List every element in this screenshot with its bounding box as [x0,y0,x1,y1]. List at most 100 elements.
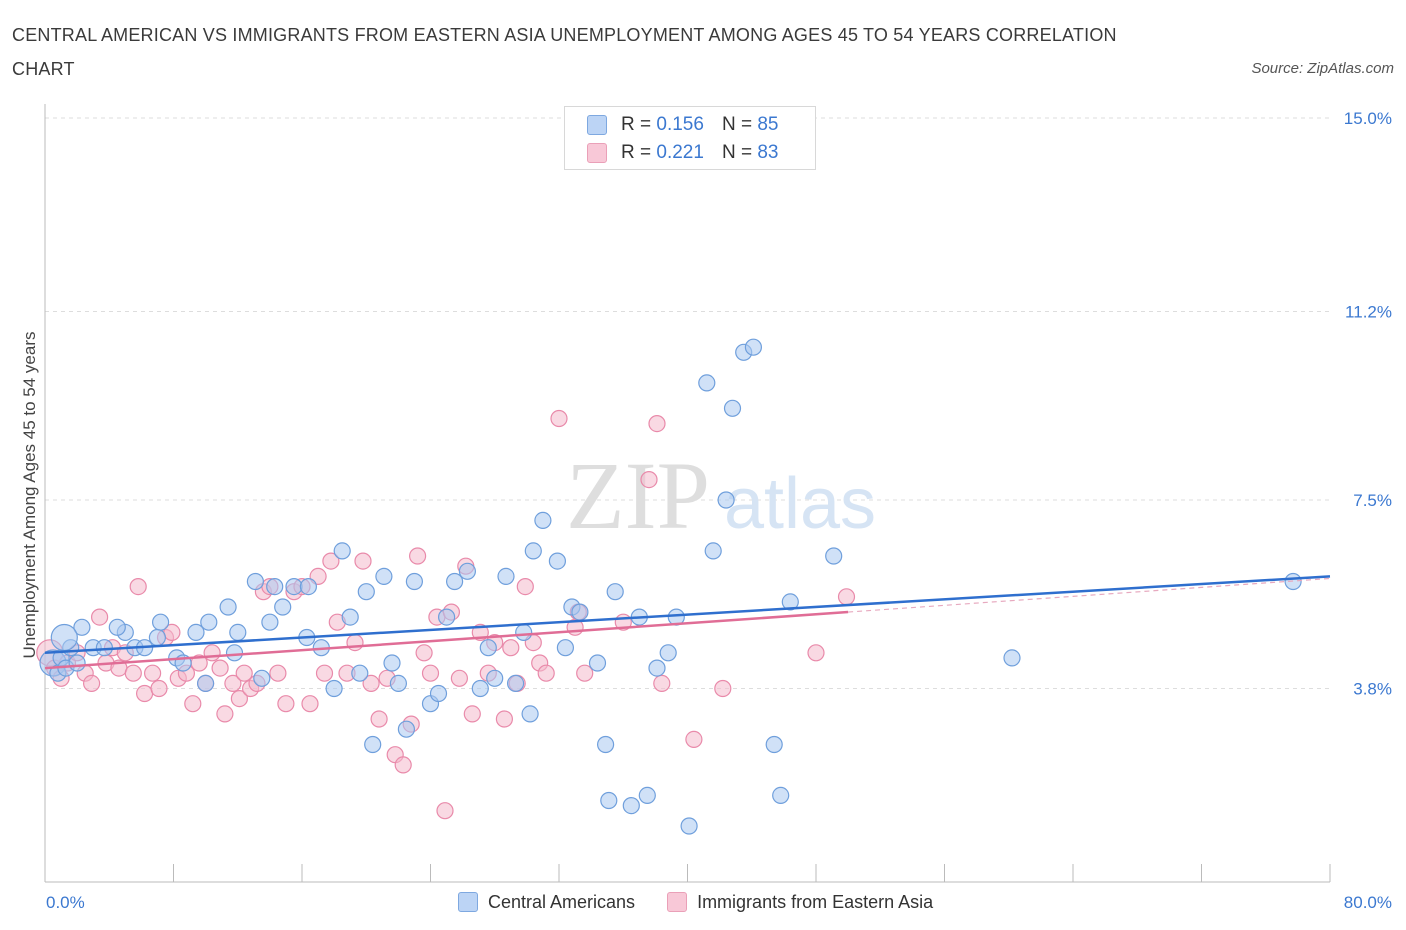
legend-swatch-pink [667,892,688,912]
data-point [825,547,843,565]
data-point [772,786,790,805]
data-point [486,669,504,687]
legend-r-value: 0.221 [656,142,704,163]
data-point [274,598,292,616]
data-point [224,674,242,693]
data-point [216,705,234,723]
legend-r-value: 0.156 [656,114,704,135]
data-point [219,598,237,616]
data-point [1003,649,1021,667]
data-point [638,786,656,805]
data-point [506,674,525,693]
source-label: Source: ZipAtlas.com [1251,60,1394,77]
trend-line-central-americans [44,575,1331,655]
data-point [622,796,640,815]
data-point [357,583,375,601]
data-point [698,374,716,392]
data-point [73,618,91,636]
data-point [136,684,154,703]
data-point [129,577,147,596]
data-point [370,710,388,728]
data-point [184,695,202,713]
watermark-zip: ZIP [566,442,710,549]
data-point [495,710,513,728]
axes [44,104,1331,883]
data-point [765,735,783,754]
data-point [200,613,218,631]
data-point [346,633,364,652]
data-point [571,603,589,621]
data-point [325,679,343,698]
data-point [225,644,244,662]
data-point [354,552,372,570]
data-point [497,567,515,586]
data-point [269,664,287,682]
data-point [606,583,624,601]
x-tick-label: 0.0% [46,893,85,912]
legend-n-label: N = [721,114,753,135]
data-point [463,705,481,723]
data-point [229,623,247,642]
data-point [685,730,703,749]
data-point [600,791,618,810]
data-point [362,674,380,693]
data-point [471,679,489,698]
watermark: ZIP atlas [566,442,876,549]
series-legend: Central Americans Immigrants from Easter… [458,888,965,916]
data-point [144,664,162,682]
data-point [235,664,253,682]
legend-item-central-americans[interactable]: Central Americans [458,892,635,913]
data-point [266,577,284,596]
data-point [744,338,763,356]
legend-n-label: N = [721,142,753,163]
data-point [837,588,856,606]
legend-item-eastern-asia[interactable]: Immigrants from Eastern Asia [667,892,933,913]
data-point [516,577,534,596]
data-point [659,644,677,662]
data-point [556,639,575,657]
legend-n-value: 85 [757,114,779,135]
data-point [187,623,205,642]
data-point [299,577,317,596]
data-point [90,608,109,626]
data-point [197,674,215,693]
data-point [394,756,412,774]
data-point [524,542,542,560]
data-point [446,572,464,591]
data-point [108,618,126,636]
data-point [50,623,78,652]
legend-label-central-americans: Central Americans [488,891,636,912]
data-point [246,572,264,591]
data-point [152,613,170,631]
data-point [640,471,658,489]
data-point [807,644,825,662]
data-point [301,695,319,713]
correlation-legend: R = 0.156 N = 85 R = 0.221 N = 83 [564,106,816,170]
y-tick-label: 15.0% [1344,109,1392,128]
data-point [322,552,340,570]
data-point [479,639,497,657]
data-point [704,542,722,560]
series-central-americans-points [39,338,1302,835]
data-point [405,572,423,591]
legend-swatch-blue [587,115,607,135]
y-tick-label: 3.8% [1353,679,1392,698]
data-point [723,399,742,417]
data-point [429,684,448,703]
data-point [421,664,440,682]
data-point [648,415,666,433]
y-tick-label: 11.2% [1345,303,1392,322]
data-point [436,802,454,820]
trend-extension-eastern-asia [848,577,1331,613]
data-point [68,654,86,672]
watermark-atlas: atlas [724,464,876,544]
x-tick-label: 80.0% [1344,893,1392,912]
data-point [653,674,671,693]
data-point [148,628,166,647]
chart-title: CENTRAL AMERICAN VS IMMIGRANTS FROM EAST… [12,25,1117,79]
data-point [548,552,567,570]
data-point [515,623,533,642]
data-point [341,608,359,626]
data-point [415,644,433,662]
